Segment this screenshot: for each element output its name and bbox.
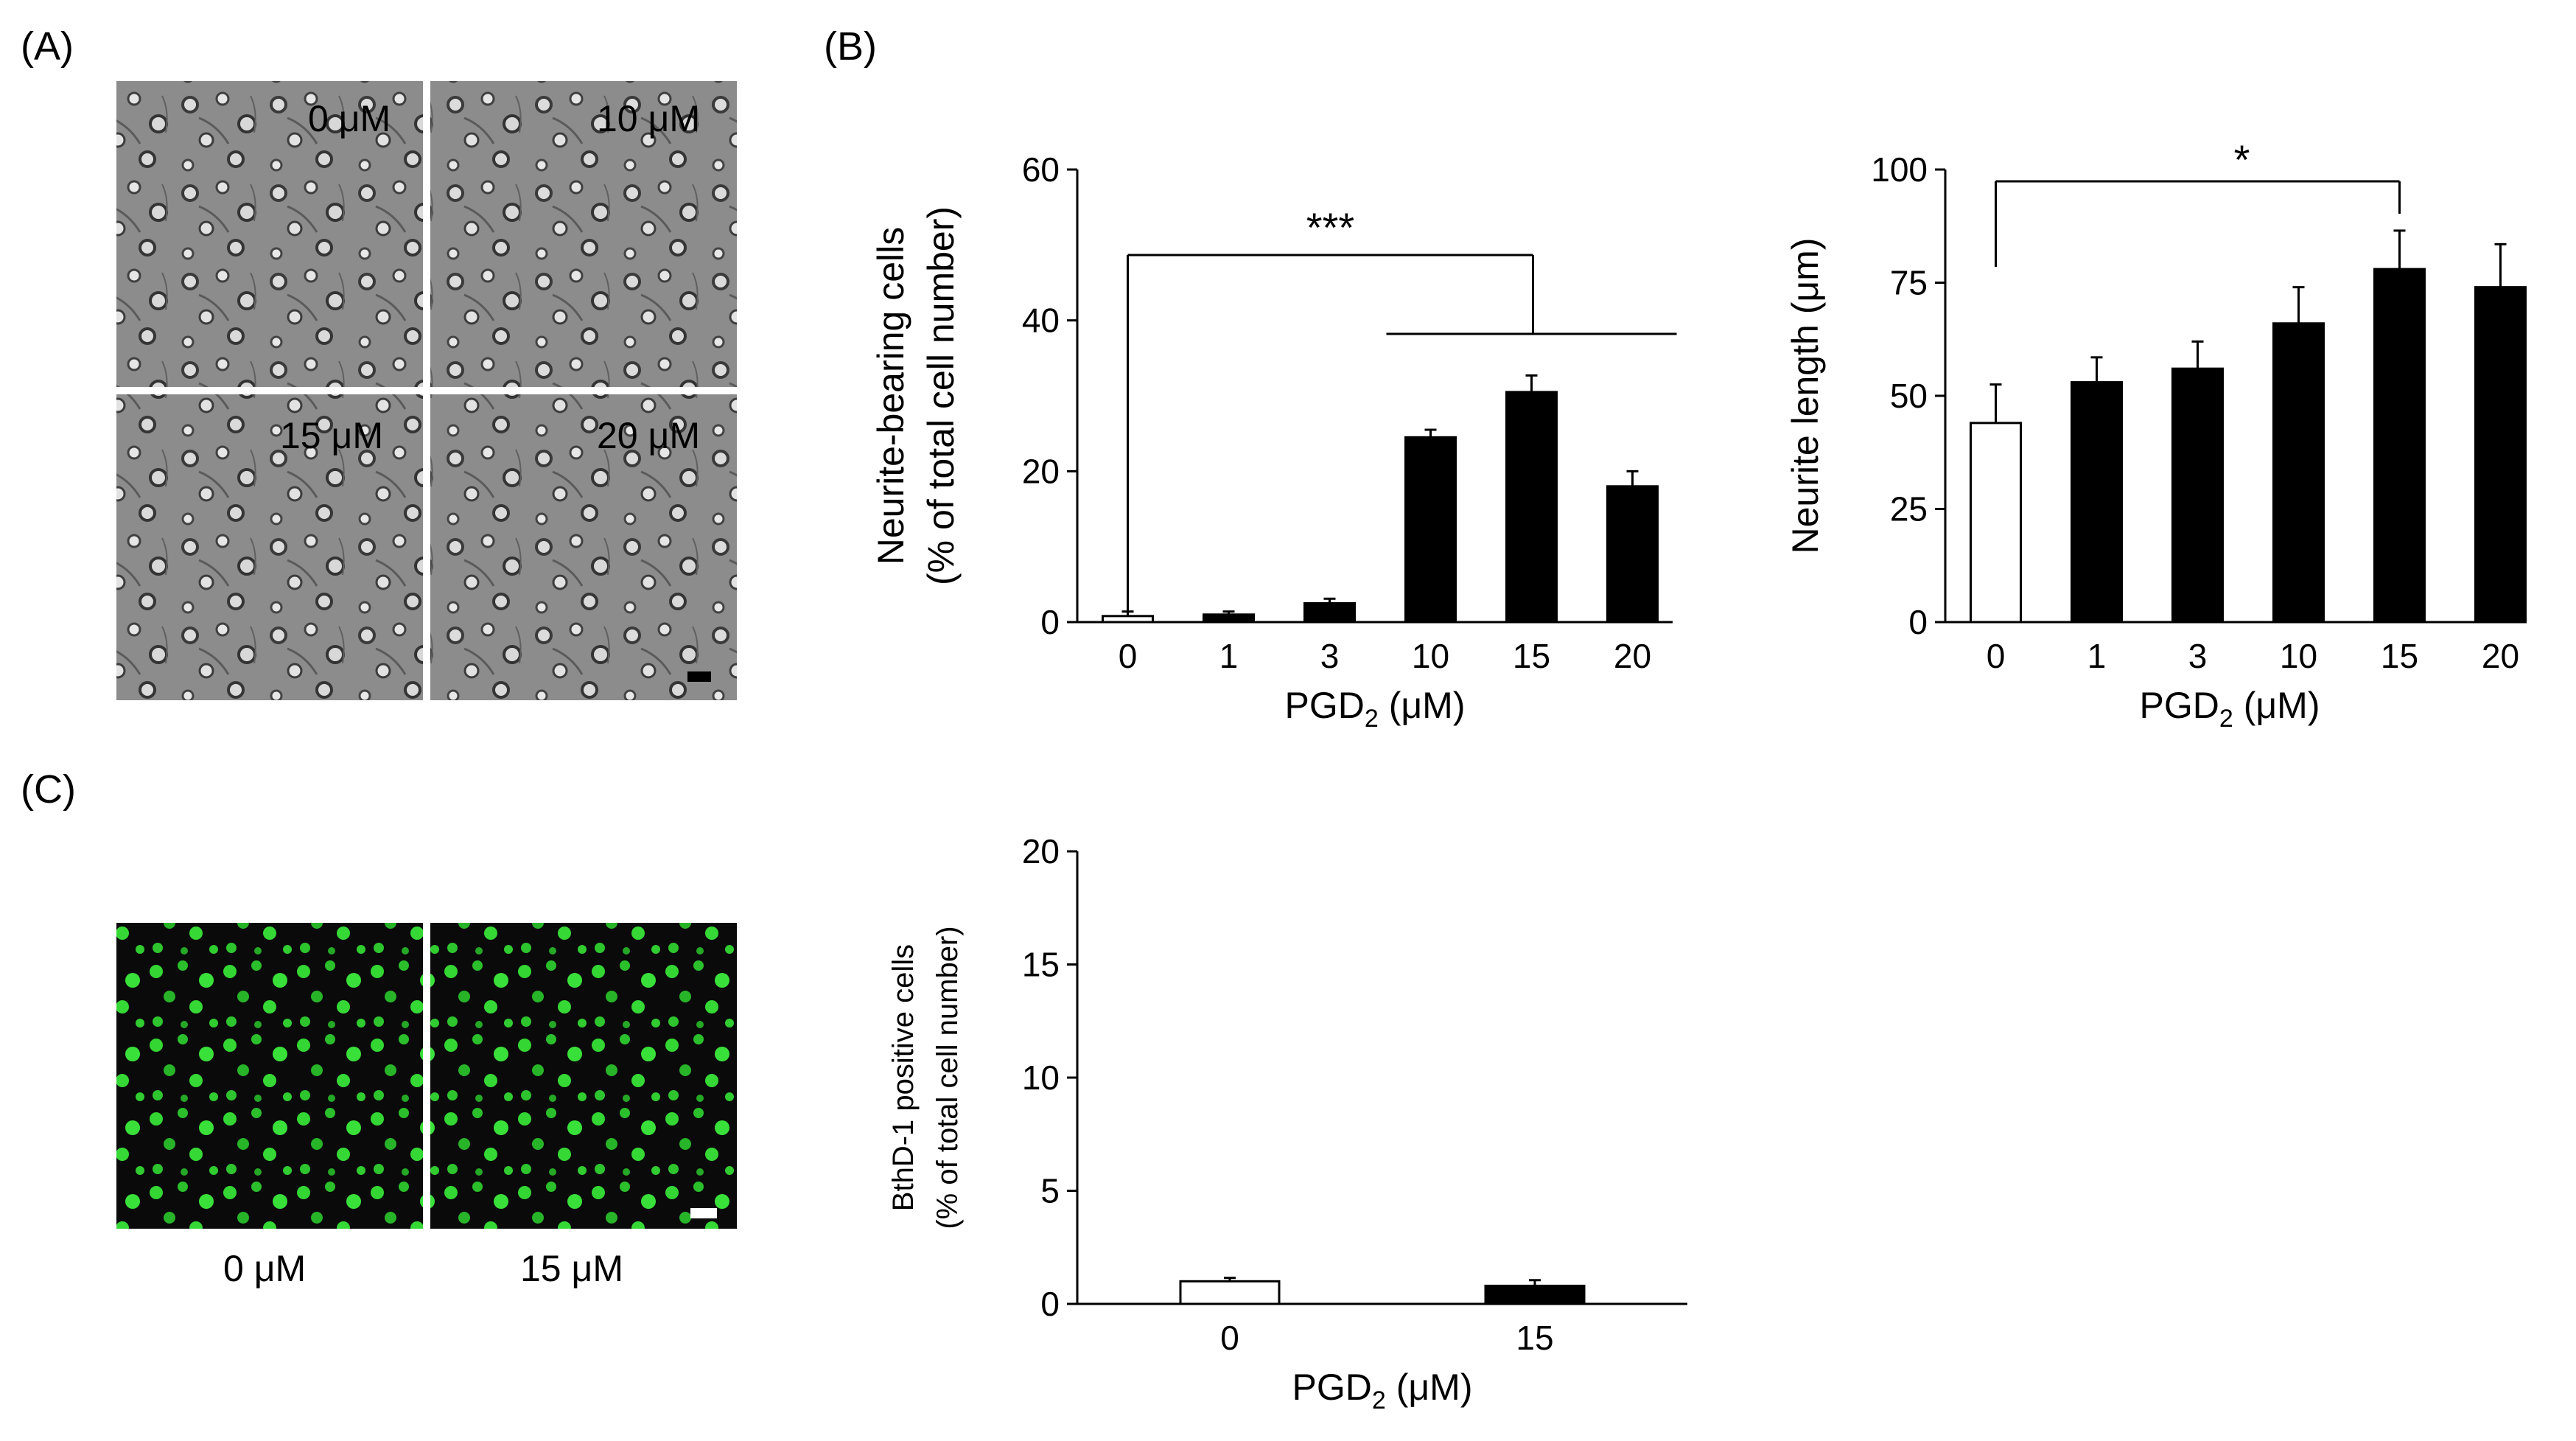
neurite-length-bar-10 xyxy=(2272,322,2325,624)
neurite-length-bar-20 xyxy=(2474,286,2527,624)
neurite-length-bar-15 xyxy=(2373,268,2426,624)
neurite-length-xtick-label-20: 20 xyxy=(2482,637,2519,675)
neurite-bearing-ytick-label-20: 20 xyxy=(1022,452,1060,490)
neurite-bearing-xtick-label-1: 1 xyxy=(1219,637,1239,675)
image-label-10uM: 10 μM xyxy=(597,98,700,139)
neurite-length-xtick-label-0: 0 xyxy=(1987,637,2006,675)
neurite-bearing-ytick-label-0: 0 xyxy=(1040,603,1060,641)
neurite-bearing-bar-15 xyxy=(1505,391,1558,624)
bthd-positive-ytick-label-20: 20 xyxy=(1022,832,1060,870)
neurite-length-xtick-label-3: 3 xyxy=(2188,637,2208,675)
neurite-length-ytick-label-75: 75 xyxy=(1890,264,1928,302)
neurite-bearing-bar-0 xyxy=(1102,615,1154,624)
bthd-positive-bar-0 xyxy=(1179,1280,1281,1305)
neurite-bearing-xtick-label-0: 0 xyxy=(1119,637,1138,675)
neurite-bearing-bar-20 xyxy=(1606,485,1659,624)
neurite-bearing-xtick-label-15: 15 xyxy=(1513,637,1550,675)
neurite-length-xtick-label-15: 15 xyxy=(2381,637,2418,675)
neurite-length-xtick-label-1: 1 xyxy=(2087,637,2107,675)
image-caption-0uM: 0 μM xyxy=(223,1248,307,1289)
neurite-length-ytick-label-25: 25 xyxy=(1890,490,1928,528)
bthd-positive-ylabel-line1: BthD-1 positive cells xyxy=(887,944,920,1211)
neurite-bearing-xlabel: PGD2 (μM) xyxy=(1285,685,1466,733)
neurite-length-ytick-label-50: 50 xyxy=(1890,377,1928,415)
neurite-bearing-ytick-label-60: 60 xyxy=(1022,150,1060,189)
bthd-positive-ytick-label-0: 0 xyxy=(1040,1285,1060,1323)
bthd-positive-xlabel: PGD2 (μM) xyxy=(1292,1367,1473,1414)
image-label-15uM: 15 μM xyxy=(280,415,383,456)
neurite-length-sig-label: * xyxy=(2234,136,2250,183)
neurite-bearing-xtick-label-20: 20 xyxy=(1614,637,1651,675)
bthd-positive-ytick-label-5: 5 xyxy=(1040,1172,1060,1210)
bthd-positive-xtick-label-15: 15 xyxy=(1516,1319,1553,1357)
neurite-bearing-xtick-label-10: 10 xyxy=(1412,637,1449,675)
neurite-length-xlabel: PGD2 (μM) xyxy=(2140,685,2320,733)
bthd-positive-ytick-label-10: 10 xyxy=(1022,1058,1060,1097)
image-caption-15uM: 15 μM xyxy=(520,1248,623,1289)
neurite-bearing-sig-label: *** xyxy=(1306,204,1354,251)
bthd-positive-ytick-label-15: 15 xyxy=(1022,946,1060,984)
neurite-length-ytick-label-100: 100 xyxy=(1871,150,1928,189)
bthd-positive-xtick-label-0: 0 xyxy=(1220,1319,1239,1357)
panel-label-b: (B) xyxy=(824,24,877,69)
neurite-bearing-ytick-label-40: 40 xyxy=(1022,301,1060,340)
bthd-positive-bar-15 xyxy=(1484,1284,1586,1305)
neurite-bearing-bar-1 xyxy=(1203,613,1255,624)
neurite-bearing-ylabel-line1: Neurite-bearing cells xyxy=(870,227,911,565)
neurite-bearing-bar-3 xyxy=(1303,601,1356,624)
image-label-20uM: 20 μM xyxy=(597,415,700,456)
neurite-bearing-xtick-label-3: 3 xyxy=(1320,637,1340,675)
neurite-length-xtick-label-10: 10 xyxy=(2280,637,2317,675)
neurite-length-ytick-label-0: 0 xyxy=(1908,603,1928,641)
neurite-length-ylabel: Neurite length (μm) xyxy=(1785,238,1826,554)
neurite-length-bar-1 xyxy=(2071,381,2123,624)
bthd-positive-ylabel-line2: (% of total cell number) xyxy=(931,926,964,1229)
panel-label-c: (C) xyxy=(21,767,76,812)
image-label-0uM: 0 μM xyxy=(308,98,391,139)
neurite-length-bar-0 xyxy=(1970,422,2022,624)
neurite-length-bar-3 xyxy=(2171,367,2224,624)
panel-label-a: (A) xyxy=(21,24,74,69)
neurite-bearing-ylabel-line2: (% of total cell number) xyxy=(920,206,962,585)
neurite-bearing-bar-10 xyxy=(1404,436,1457,624)
